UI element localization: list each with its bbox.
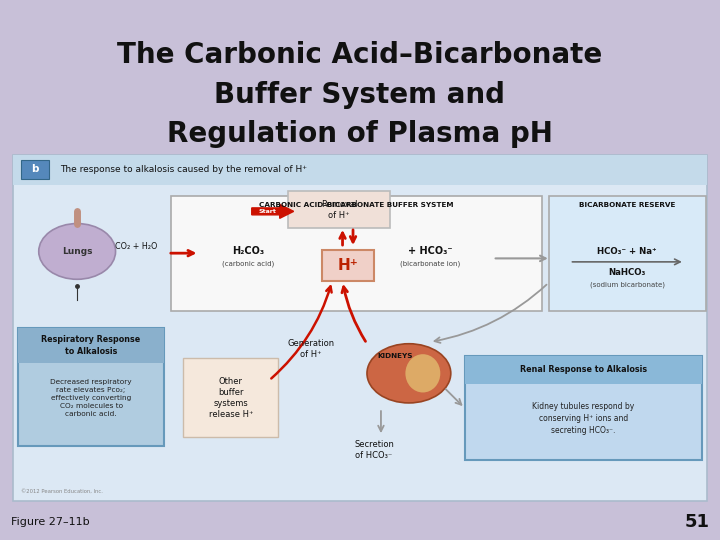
Text: CARBONIC ACID–BICARBONATE BUFFER SYSTEM: CARBONIC ACID–BICARBONATE BUFFER SYSTEM xyxy=(259,202,454,208)
FancyBboxPatch shape xyxy=(22,160,49,179)
Text: Start: Start xyxy=(259,209,276,214)
FancyBboxPatch shape xyxy=(322,249,374,281)
Text: HCO₃⁻ + Na⁺: HCO₃⁻ + Na⁺ xyxy=(598,247,657,256)
FancyBboxPatch shape xyxy=(18,328,164,447)
FancyBboxPatch shape xyxy=(184,359,279,437)
Text: + HCO₃⁻: + HCO₃⁻ xyxy=(408,246,452,256)
Text: Respiratory Response
to Alkalosis: Respiratory Response to Alkalosis xyxy=(42,335,140,355)
Text: Other
buffer
systems
release H⁺: Other buffer systems release H⁺ xyxy=(209,376,253,419)
Text: The response to alkalosis caused by the removal of H⁺: The response to alkalosis caused by the … xyxy=(60,165,307,174)
Text: Renal Response to Alkalosis: Renal Response to Alkalosis xyxy=(520,366,647,374)
Text: H⁺: H⁺ xyxy=(338,258,358,273)
Text: ©2012 Pearson Education, Inc.: ©2012 Pearson Education, Inc. xyxy=(22,489,103,494)
FancyBboxPatch shape xyxy=(465,356,702,384)
Text: Generation
of H⁺: Generation of H⁺ xyxy=(287,339,335,359)
Text: (bicarbonate ion): (bicarbonate ion) xyxy=(400,260,460,267)
Polygon shape xyxy=(252,205,294,218)
Text: Decreased respiratory
rate elevates Pᴄᴏ₂;
effectively converting
CO₂ molecules t: Decreased respiratory rate elevates Pᴄᴏ₂… xyxy=(50,379,132,417)
Ellipse shape xyxy=(405,354,441,393)
Text: KIDNEYS: KIDNEYS xyxy=(377,353,413,359)
Text: The Carbonic Acid–Bicarbonate: The Carbonic Acid–Bicarbonate xyxy=(117,42,603,70)
Text: b: b xyxy=(32,164,39,174)
FancyBboxPatch shape xyxy=(465,356,702,461)
FancyBboxPatch shape xyxy=(18,328,164,363)
Ellipse shape xyxy=(39,224,116,279)
Text: NaHCO₃: NaHCO₃ xyxy=(608,268,646,277)
Text: (carbonic acid): (carbonic acid) xyxy=(222,260,274,267)
FancyBboxPatch shape xyxy=(13,155,707,501)
Text: Regulation of Plasma pH: Regulation of Plasma pH xyxy=(167,120,553,148)
Text: (sodium bicarbonate): (sodium bicarbonate) xyxy=(590,281,665,288)
Text: BICARBONATE RESERVE: BICARBONATE RESERVE xyxy=(579,202,675,208)
Text: Figure 27–11b: Figure 27–11b xyxy=(11,517,89,528)
Text: Kidney tubules respond by
conserving H⁺ ions and
secreting HCO₃⁻.: Kidney tubules respond by conserving H⁺ … xyxy=(532,402,634,435)
Text: Removal
of H⁺: Removal of H⁺ xyxy=(321,200,357,220)
Text: Secretion
of HCO₃⁻: Secretion of HCO₃⁻ xyxy=(354,440,394,460)
Ellipse shape xyxy=(367,344,451,403)
Text: Buffer System and: Buffer System and xyxy=(215,81,505,109)
FancyBboxPatch shape xyxy=(171,195,541,310)
Text: H₂CO₃: H₂CO₃ xyxy=(232,246,264,256)
Text: CO₂ + H₂O: CO₂ + H₂O xyxy=(115,242,158,251)
Text: 51: 51 xyxy=(684,514,709,531)
FancyBboxPatch shape xyxy=(288,191,390,228)
FancyBboxPatch shape xyxy=(549,195,706,310)
FancyBboxPatch shape xyxy=(13,155,707,185)
Text: Lungs: Lungs xyxy=(62,247,92,256)
